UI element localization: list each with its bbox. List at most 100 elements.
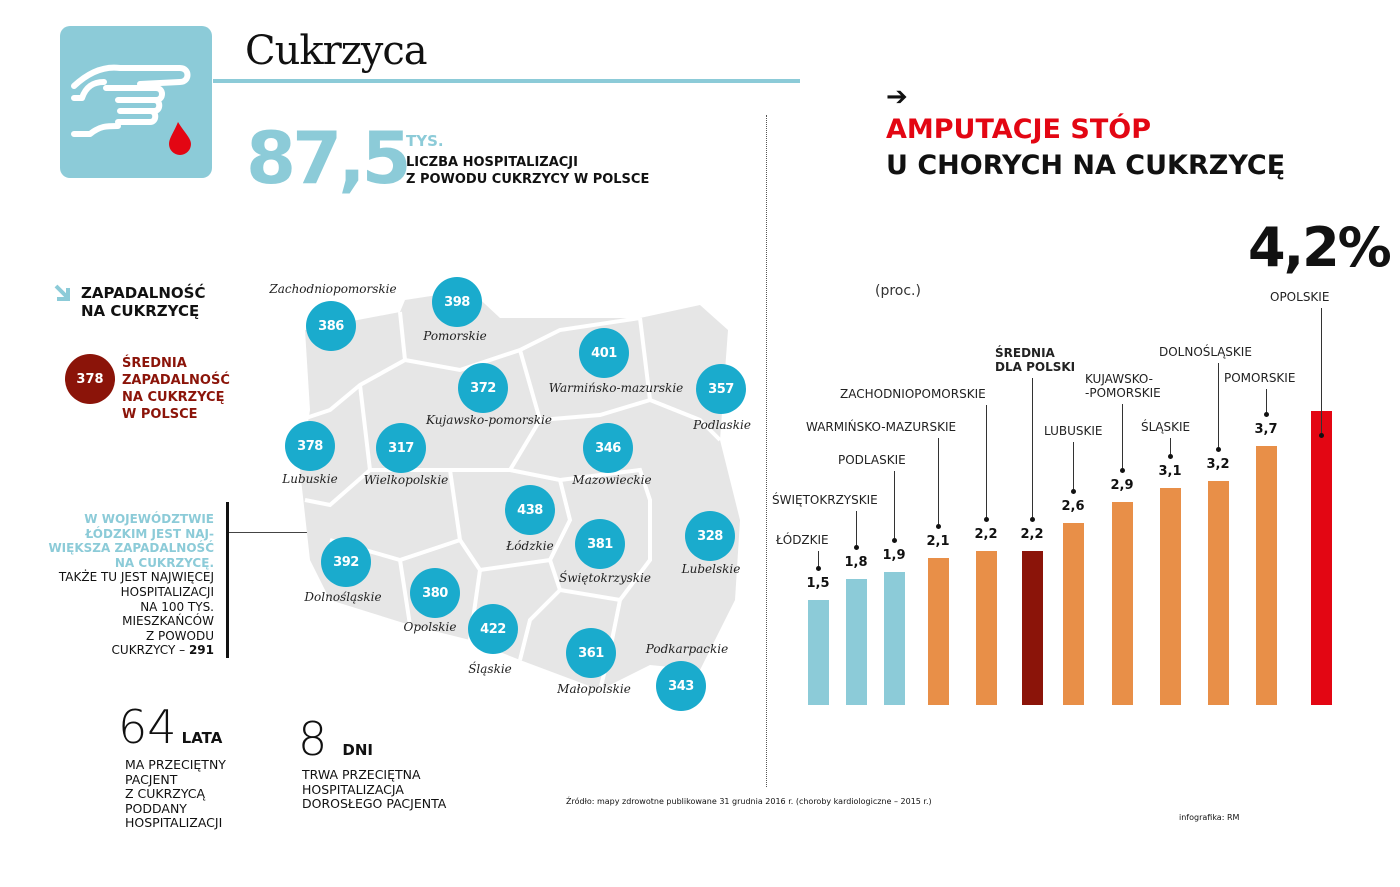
bar-value-label: 1,8 — [844, 555, 868, 570]
leader-dot — [1216, 447, 1221, 452]
stat-desc: DOROSŁEGO PACJENTA — [302, 796, 447, 812]
leader-line — [1321, 308, 1322, 433]
region-value-kujawsko-pomorskie: 372 — [458, 363, 508, 413]
bar-category-label: KUJAWSKO- -POMORSKIE — [1085, 372, 1161, 400]
bar — [928, 558, 949, 705]
leader-dot — [1319, 433, 1324, 438]
region-value-mazowieckie: 346 — [583, 423, 633, 473]
note-line: TAKŻE TU JEST NAJWIĘCEJ — [58, 570, 214, 585]
stat-unit: LATA — [181, 729, 223, 747]
bar-value-label: 3,7 — [1254, 422, 1278, 437]
leader-dot — [854, 545, 859, 550]
region-value-lubuskie: 378 — [285, 421, 335, 471]
region-label: Małopolskie — [557, 682, 631, 696]
leader-dot — [1168, 454, 1173, 459]
bar-value-label: 2,6 — [1061, 499, 1085, 514]
region-label: Lubuskie — [282, 472, 338, 486]
leader-line — [856, 511, 857, 545]
bar — [808, 600, 829, 705]
region-value-podlaskie: 357 — [696, 364, 746, 414]
bar — [884, 572, 905, 705]
bar-category-label: WARMIŃSKO-MAZURSKIE — [806, 420, 957, 434]
stat-desc: HOSPITALIZACJI — [125, 815, 223, 831]
section-divider — [766, 115, 767, 787]
region-label: Zachodniopomorskie — [269, 282, 397, 296]
bar-category-label: OPOLSKIE — [1270, 290, 1330, 304]
region-label: Dolnośląskie — [304, 590, 382, 604]
chart-unit: (proc.) — [875, 283, 921, 299]
note-line: NA 100 TYS. — [140, 599, 214, 614]
leader-line — [1266, 389, 1267, 412]
leader-line — [938, 438, 939, 524]
leader-dot — [1120, 468, 1125, 473]
credit: infografika: RM — [1179, 813, 1240, 822]
note-line: NA CUKRZYCĘ. — [114, 555, 214, 570]
region-label: Kujawsko-pomorskie — [426, 413, 552, 427]
region-label: Podkarpackie — [645, 642, 729, 656]
average-badge: 378 — [65, 354, 115, 404]
region-label: Pomorskie — [423, 329, 487, 343]
bar-value-label: 3,2 — [1206, 457, 1230, 472]
bar-category-label: DOLNOŚLĄSKIE — [1159, 345, 1252, 359]
stat-desc: PODDANY — [125, 800, 187, 816]
bar — [1311, 411, 1332, 705]
note-text: CUKRZYCY – — [111, 643, 189, 658]
bar — [1022, 551, 1043, 705]
region-label: Podlaskie — [693, 418, 751, 432]
avg-line: ZAPADALNOŚĆ — [122, 373, 230, 388]
avg-line: NA CUKRZYCĘ — [122, 390, 225, 405]
region-value-pomorskie: 398 — [432, 277, 482, 327]
bar-value-label: 2,2 — [974, 527, 998, 542]
leader-dot — [984, 517, 989, 522]
bar-category-label: ŚWIĘTOKRZYSKIE — [772, 493, 878, 507]
region-label: Lubelskie — [681, 562, 741, 576]
leader-line — [1170, 438, 1171, 454]
leader-dot — [936, 524, 941, 529]
region-label: Świętokrzyskie — [559, 571, 651, 585]
leader-dot — [1264, 412, 1269, 417]
bar — [1160, 488, 1181, 705]
bar-value-label: 3,1 — [1158, 464, 1182, 479]
arrow-right-icon: ➔ — [886, 82, 908, 112]
bar-value-label: 2,9 — [1110, 478, 1134, 493]
bar — [1256, 446, 1277, 705]
page-title: Cukrzyca — [245, 28, 428, 74]
bar-value-label: 1,9 — [882, 548, 906, 563]
avg-line: W POLSCE — [122, 407, 198, 422]
region-value-opolskie: 380 — [410, 568, 460, 618]
region-value-slaskie: 422 — [468, 604, 518, 654]
leader-dot — [892, 538, 897, 543]
legend-line: NA CUKRZYCĘ — [81, 302, 200, 320]
leader-line — [1073, 442, 1074, 489]
poland-map: 386 Zachodniopomorskie 398 Pomorskie 401… — [0, 0, 760, 760]
desc-line: Z POWODU CUKRZYCY W POLSCE — [406, 172, 650, 187]
bar-category-label: PODLASKIE — [838, 453, 906, 467]
note-value: 291 — [188, 643, 214, 658]
leader-line — [1032, 378, 1033, 517]
hospitalizations-desc: LICZBA HOSPITALIZACJI Z POWODU CUKRZYCY … — [406, 154, 649, 188]
stat-days: 8 DNI TRWA PRZECIĘTNA HOSPITALIZACJA DOR… — [298, 712, 446, 812]
avg-line: ŚREDNIA — [122, 356, 187, 371]
bar-category-label: ZACHODNIOPOMORSKIE — [840, 387, 986, 401]
region-value-podkarpackie: 343 — [656, 661, 706, 711]
note-line: WIĘKSZA ZAPADALNOŚĆ — [48, 541, 214, 556]
arrow-down-right-icon — [54, 284, 74, 306]
region-value-lodzkie: 438 — [505, 485, 555, 535]
bar-category-label: ŁÓDZKIE — [776, 533, 829, 547]
bar — [1063, 523, 1084, 705]
bar-category-label: LUBUSKIE — [1044, 424, 1103, 438]
note-line: HOSPITALIZACJI — [120, 584, 214, 599]
leader-dot — [1071, 489, 1076, 494]
note-line: CUKRZYCY – 291 — [34, 643, 214, 658]
stat-value: 64 — [118, 700, 177, 754]
leader-line — [1122, 404, 1123, 468]
region-label: Opolskie — [403, 620, 457, 634]
region-value-lubelskie: 328 — [685, 511, 735, 561]
bar — [976, 551, 997, 705]
note-line: W WOJEWÓDZTWIE — [84, 512, 214, 526]
stat-desc: MA PRZECIĘTNY — [125, 757, 226, 772]
stat-value: 8 — [298, 712, 328, 766]
finger-blood-drop-icon — [60, 26, 212, 178]
region-value-warminsko-mazurskie: 401 — [579, 328, 629, 378]
bar-category-label: ŚLĄSKIE — [1141, 420, 1191, 434]
